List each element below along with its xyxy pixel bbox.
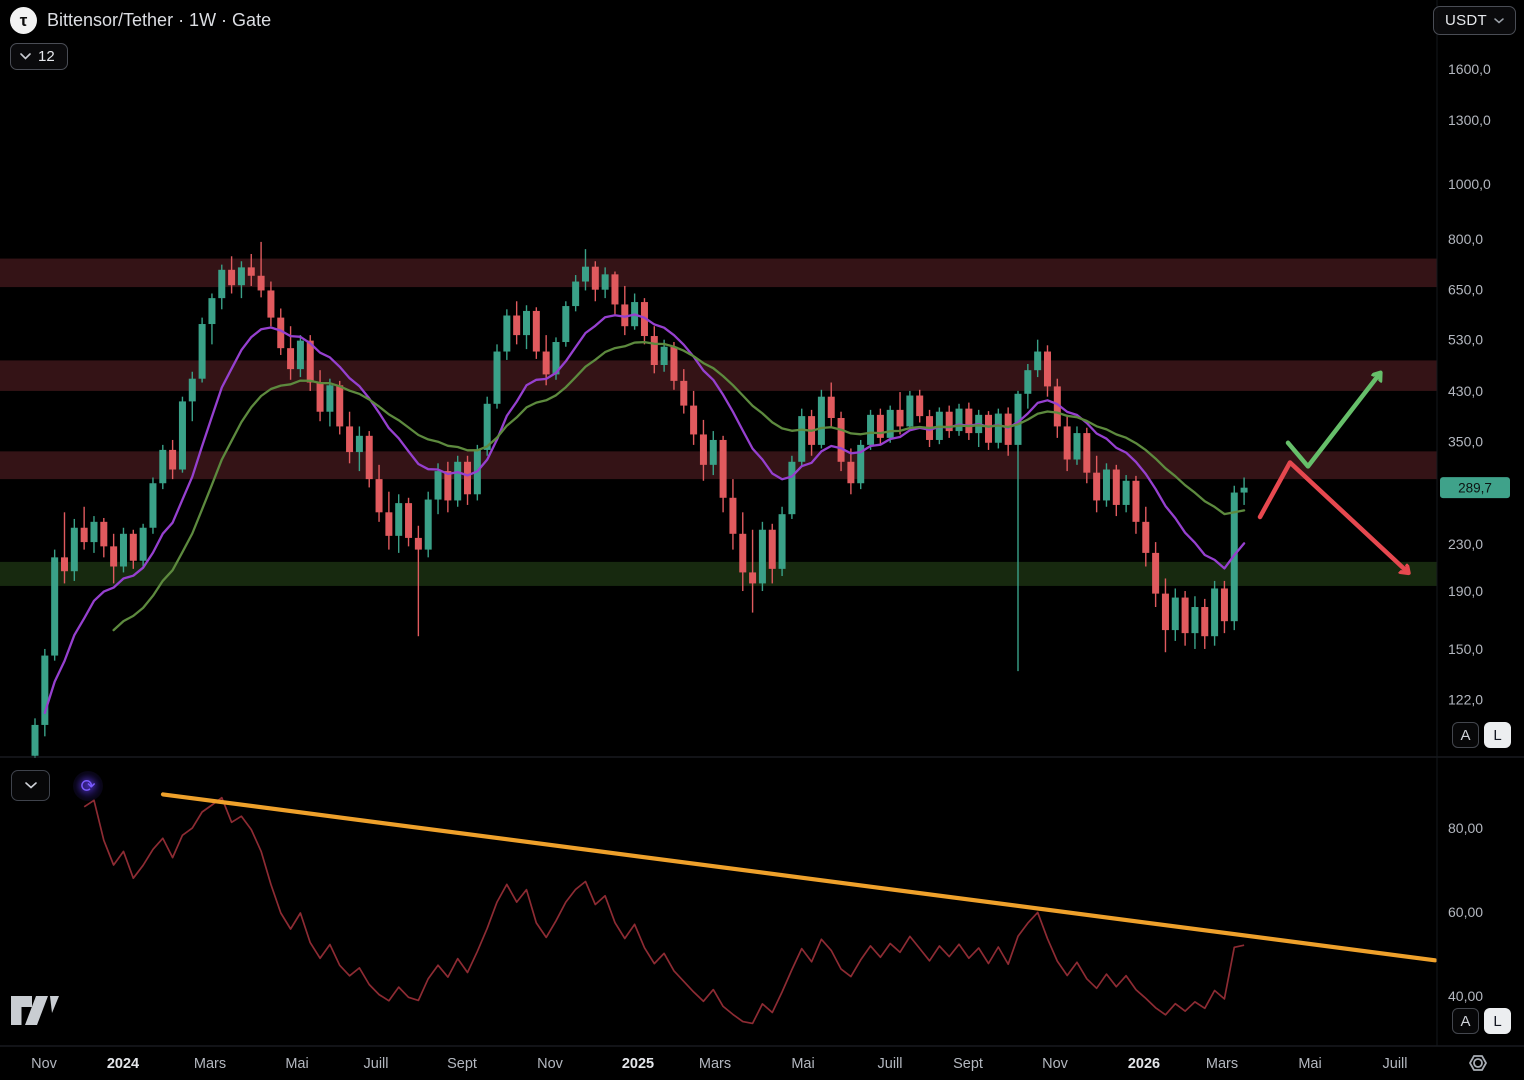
indicator-collapse-button[interactable] xyxy=(11,770,50,801)
chart-header: τ Bittensor/Tether · 1W · Gate xyxy=(10,7,271,34)
svg-text:80,00: 80,00 xyxy=(1448,820,1483,836)
tradingview-logo[interactable] xyxy=(9,992,61,1035)
interval-dropdown[interactable]: 12 xyxy=(10,43,68,70)
svg-text:430,0: 430,0 xyxy=(1448,383,1483,399)
svg-text:Mars: Mars xyxy=(699,1056,731,1072)
svg-text:350,0: 350,0 xyxy=(1448,433,1483,449)
tradingview-logo-icon xyxy=(11,996,59,1025)
sync-icon[interactable]: ⟳ xyxy=(73,771,103,801)
svg-text:150,0: 150,0 xyxy=(1448,641,1483,657)
settings-button[interactable] xyxy=(1464,1049,1492,1077)
svg-text:2024: 2024 xyxy=(107,1056,139,1072)
svg-text:Mai: Mai xyxy=(791,1056,814,1072)
hexagon-nut-icon xyxy=(1469,1055,1487,1071)
chevron-down-icon xyxy=(20,53,31,60)
log-scale-button-indicator[interactable]: L xyxy=(1484,1008,1511,1034)
svg-text:Nov: Nov xyxy=(537,1056,564,1072)
svg-text:800,0: 800,0 xyxy=(1448,231,1483,247)
svg-text:Mars: Mars xyxy=(1206,1056,1238,1072)
auto-scale-button-main[interactable]: A xyxy=(1452,722,1479,748)
currency-label: USDT xyxy=(1444,12,1487,29)
svg-text:2025: 2025 xyxy=(622,1056,654,1072)
svg-text:530,0: 530,0 xyxy=(1448,332,1483,348)
svg-text:122,0: 122,0 xyxy=(1448,692,1483,708)
svg-text:Mars: Mars xyxy=(194,1056,226,1072)
svg-text:2026: 2026 xyxy=(1128,1056,1160,1072)
svg-text:40,00: 40,00 xyxy=(1448,988,1483,1004)
svg-text:Juill: Juill xyxy=(1383,1056,1408,1072)
svg-text:Nov: Nov xyxy=(31,1056,58,1072)
log-scale-button-main[interactable]: L xyxy=(1484,722,1511,748)
svg-text:Nov: Nov xyxy=(1042,1056,1069,1072)
svg-text:Mai: Mai xyxy=(285,1056,308,1072)
svg-text:Sept: Sept xyxy=(953,1056,983,1072)
svg-text:1000,0: 1000,0 xyxy=(1448,176,1491,192)
symbol-title: Bittensor/Tether · 1W · Gate xyxy=(47,10,272,30)
chevron-down-icon xyxy=(1494,17,1504,23)
svg-text:Juill: Juill xyxy=(364,1056,389,1072)
svg-text:1300,0: 1300,0 xyxy=(1448,112,1491,128)
svg-text:1600,0: 1600,0 xyxy=(1448,61,1491,77)
svg-text:60,00: 60,00 xyxy=(1448,904,1483,920)
interval-label: 12 xyxy=(38,48,55,65)
svg-text:650,0: 650,0 xyxy=(1448,282,1483,298)
svg-text:Sept: Sept xyxy=(447,1056,477,1072)
auto-scale-button-indicator[interactable]: A xyxy=(1452,1008,1479,1034)
svg-text:190,0: 190,0 xyxy=(1448,583,1483,599)
svg-text:Mai: Mai xyxy=(1298,1056,1321,1072)
chevron-down-icon xyxy=(24,782,37,789)
symbol-logo-icon: τ xyxy=(10,7,37,34)
currency-dropdown[interactable]: USDT xyxy=(1432,6,1516,35)
svg-text:289,7: 289,7 xyxy=(1458,481,1492,496)
svg-text:Juill: Juill xyxy=(878,1056,903,1072)
svg-text:230,0: 230,0 xyxy=(1448,536,1483,552)
